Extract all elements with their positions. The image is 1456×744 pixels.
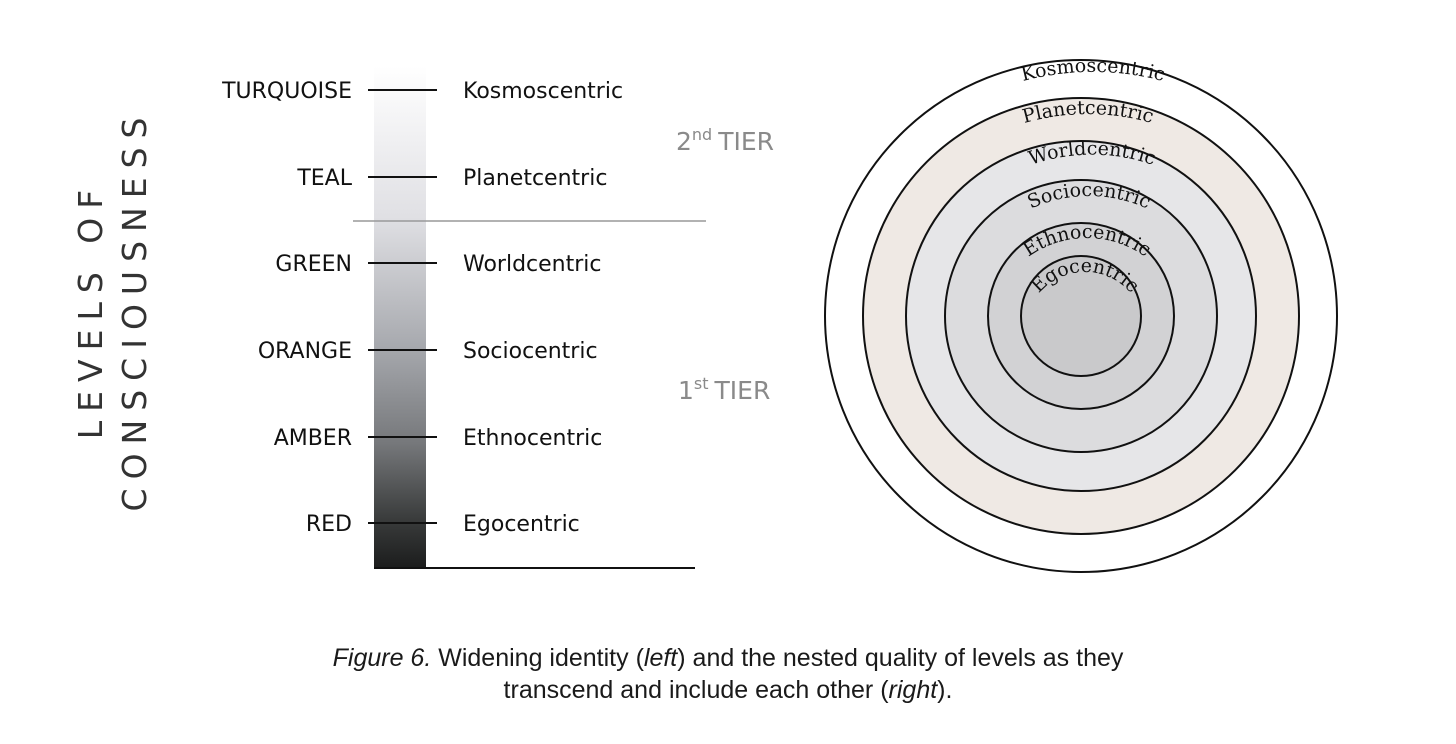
level-stage-name: Sociocentric [463,339,598,364]
caption-figure-number: Figure 6. [332,644,432,672]
level-stage-name: Planetcentric [463,166,607,191]
axis-label: LEVELS OF CONSCIOUSNESS [71,109,154,512]
caption-text: ) and the nested quality of levels as th… [677,644,1124,672]
axis-label-line2: CONSCIOUSNESS [115,109,154,512]
level-row: AMBER Ethnocentric [274,426,603,451]
level-row: TURQUOISE Kosmoscentric [221,79,623,104]
level-row: RED Egocentric [306,512,580,537]
figure-caption: Figure 6. Widening identity (left) and t… [0,642,1456,706]
tier-label-first: 1st TIER [678,374,770,405]
caption-line1: Figure 6. Widening identity (left) and t… [0,642,1456,674]
levels-list: TURQUOISE Kosmoscentric TEAL Planetcentric G… [221,79,623,537]
level-color-name: RED [306,512,352,537]
level-color-name: TURQUOISE [221,79,352,104]
level-color-name: AMBER [274,426,352,451]
tier-label-second: 2nd TIER [676,125,774,156]
ring [1020,255,1142,377]
caption-text: transcend and include each other ( [503,676,889,704]
caption-right: right [888,676,938,704]
caption-left: left [643,644,678,672]
level-row: TEAL Planetcentric [296,166,607,191]
caption-text: ). [937,676,953,704]
level-stage-name: Kosmoscentric [463,79,623,104]
level-color-name: ORANGE [258,339,352,364]
axis-label-line1: LEVELS OF [71,181,110,439]
level-color-name: TEAL [296,166,352,191]
nested-rings: KosmoscentricPlanetcentricWorldcentricSo… [824,55,1338,573]
caption-text: Widening identity ( [431,644,644,672]
consciousness-gradient-bar [374,66,426,569]
level-color-name: GREEN [275,252,352,277]
level-stage-name: Ethnocentric [463,426,602,451]
caption-line2: transcend and include each other (right)… [0,674,1456,706]
level-stage-name: Worldcentric [463,252,602,277]
level-row: ORANGE Sociocentric [258,339,598,364]
level-row: GREEN Worldcentric [275,252,601,277]
level-stage-name: Egocentric [463,512,580,537]
